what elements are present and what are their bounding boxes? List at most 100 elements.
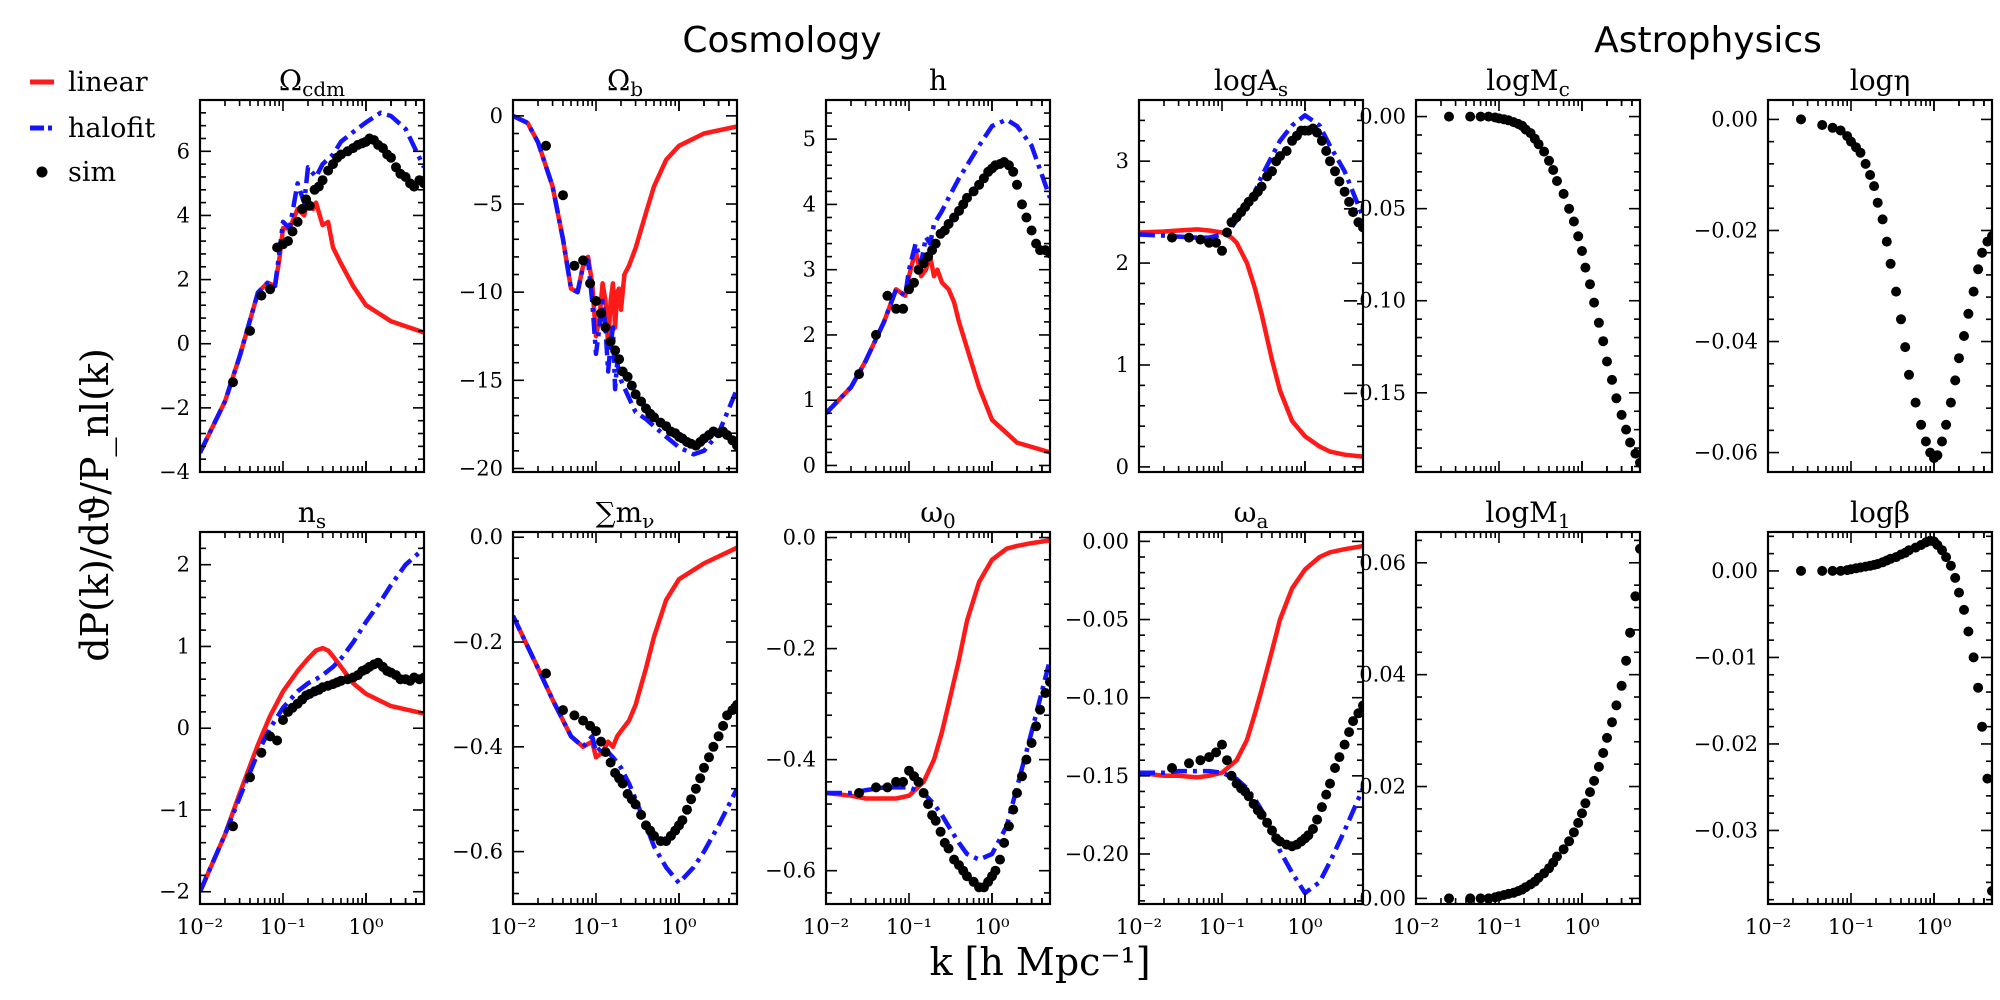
panel-title: logη xyxy=(1850,64,1911,97)
axes-frame xyxy=(511,98,739,474)
sim-point xyxy=(1959,604,1969,615)
x-axis-label: k [h Mpc⁻¹] xyxy=(929,940,1150,984)
x-tick-label: 10⁰ xyxy=(1916,915,1951,939)
sim-point xyxy=(1817,565,1828,576)
subplot-panel: 10⁻² 10⁻¹ 10⁰ −0.20 −0.15 −0.10 −0.05 0.00 ωa xyxy=(1065,496,1365,939)
sim-point xyxy=(569,710,580,721)
sim-point xyxy=(636,396,647,407)
sim-point xyxy=(1577,808,1587,819)
y-tick-label: −20 xyxy=(459,456,503,480)
sim-point xyxy=(686,794,697,805)
x-tick-label: 10⁻¹ xyxy=(1476,915,1522,939)
y-tick-label: −15 xyxy=(459,368,503,392)
sim-point xyxy=(1012,788,1022,798)
sim-point xyxy=(1945,560,1956,571)
sim-point xyxy=(1577,246,1587,256)
sim-point xyxy=(1827,565,1838,576)
sim-point xyxy=(578,255,589,266)
y-tick-label: 0.02 xyxy=(1359,775,1406,799)
axes-frame xyxy=(1414,530,1642,906)
legend-label-halofit: halofit xyxy=(68,113,155,144)
legend: linear halofit sim xyxy=(30,67,155,188)
y-tick-label: −2 xyxy=(159,396,190,420)
sim-point xyxy=(930,815,941,826)
sim-point xyxy=(591,296,601,306)
sim-point xyxy=(1012,179,1022,190)
linear-line xyxy=(200,197,424,454)
y-tick-label: 0 xyxy=(1116,455,1129,479)
sim-point xyxy=(999,837,1010,848)
sim-point xyxy=(854,788,864,798)
sim-point xyxy=(1256,809,1267,820)
sim-point xyxy=(1573,817,1584,828)
sim-point xyxy=(1916,419,1927,430)
sim-point xyxy=(1035,704,1046,715)
sim-point xyxy=(1316,802,1327,813)
sim-point xyxy=(1877,214,1888,225)
sim-point xyxy=(891,303,902,314)
sim-point xyxy=(1339,739,1350,750)
y-tick-label: −0.20 xyxy=(1065,842,1129,866)
axes-frame xyxy=(1137,98,1365,474)
sim-point xyxy=(578,715,589,726)
sim-point xyxy=(622,371,633,382)
halofit-line xyxy=(513,113,737,457)
sim-point xyxy=(1635,543,1640,554)
panel-title: logAs xyxy=(1214,64,1288,101)
sim-point xyxy=(1564,203,1575,214)
sim-point xyxy=(913,776,924,787)
sim-point xyxy=(541,668,551,679)
sim-point xyxy=(617,778,628,789)
sim-point xyxy=(1539,146,1550,157)
sim-point xyxy=(1308,824,1318,834)
sim-point xyxy=(1204,237,1215,248)
sim-point xyxy=(1017,199,1027,210)
y-tick-label: −0.10 xyxy=(1065,686,1129,710)
y-tick-label: −10 xyxy=(459,280,503,304)
y-tick-label: 2 xyxy=(1116,251,1129,275)
panels-container: −4−20246Ωcdm−20−15−10−50Ωb012345h0123log… xyxy=(159,64,1994,939)
sim-point xyxy=(1968,652,1979,663)
sim-point xyxy=(265,284,276,295)
y-tick-label: 0.00 xyxy=(1359,886,1406,910)
x-tick-label: 10⁻¹ xyxy=(1199,915,1245,939)
sim-point xyxy=(1977,721,1988,732)
sim-point xyxy=(930,238,941,249)
sim-point xyxy=(1533,139,1544,150)
x-tick-label: 10⁻² xyxy=(490,915,536,939)
sim-point xyxy=(1855,147,1866,158)
sim-point xyxy=(541,140,551,151)
linear-line xyxy=(826,538,1050,801)
sim-point xyxy=(1891,286,1902,297)
x-tick-label: 10⁻² xyxy=(177,915,223,939)
sim-point xyxy=(1008,166,1019,177)
sim-point xyxy=(943,843,954,854)
y-tick-label: 0.00 xyxy=(1082,529,1129,553)
sim-point xyxy=(1444,893,1454,904)
y-tick-label: 5 xyxy=(803,127,816,151)
sim-point xyxy=(1904,369,1914,380)
sim-point xyxy=(1580,798,1591,809)
sim-point xyxy=(1339,186,1350,197)
sim-point xyxy=(1954,587,1964,598)
sim-point xyxy=(1589,297,1600,308)
sim-point xyxy=(708,741,719,752)
x-tick-label: 10⁻² xyxy=(803,915,849,939)
sim-point xyxy=(695,773,706,784)
plot-area xyxy=(826,117,1050,455)
sim-point xyxy=(1167,232,1177,243)
y-tick-label: −4 xyxy=(159,460,190,484)
sim-point xyxy=(1167,763,1177,773)
sim-point xyxy=(898,776,909,787)
sim-point xyxy=(898,303,909,314)
sim-point xyxy=(1625,627,1636,638)
y-tick-label: −0.4 xyxy=(452,735,503,759)
sim-point xyxy=(1817,120,1828,130)
linear-line xyxy=(513,545,737,760)
sim-point xyxy=(1558,188,1569,199)
subplot-panel: 10⁻² 10⁻¹ 10⁰ −0.6 −0.4 −0.2 0.0 ω0 xyxy=(765,496,1052,939)
axes-frame xyxy=(824,530,1052,906)
sim-point xyxy=(854,369,864,380)
y-tick-label: −0.05 xyxy=(1342,197,1406,221)
halofit-line xyxy=(1139,113,1363,240)
